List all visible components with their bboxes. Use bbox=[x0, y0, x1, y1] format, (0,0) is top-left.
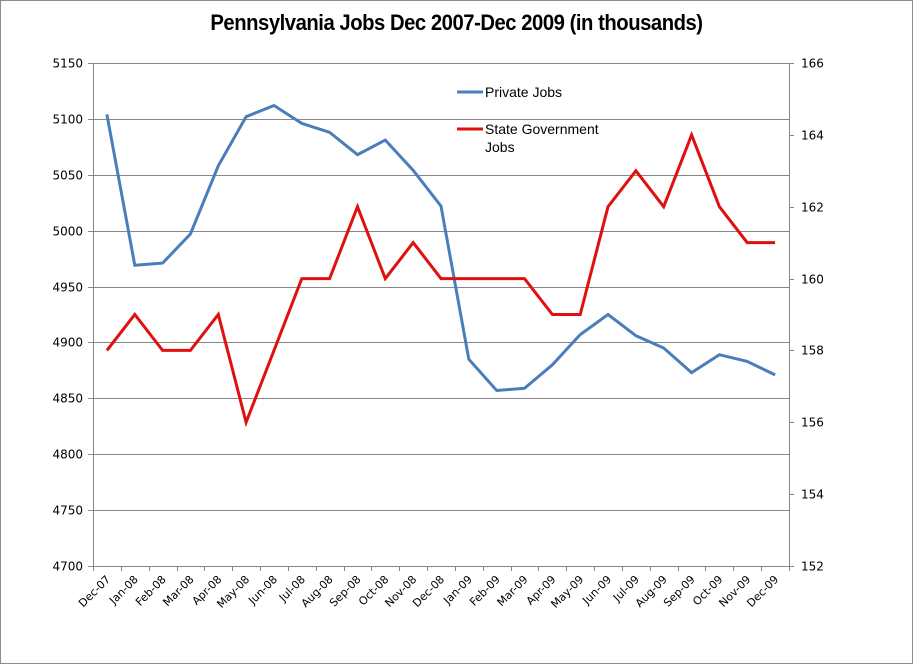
legend-label: Jobs bbox=[485, 139, 515, 155]
left-y-tick-label: 4800 bbox=[52, 448, 83, 462]
left-y-tick-label: 4750 bbox=[52, 504, 83, 518]
legend-label: Private Jobs bbox=[485, 84, 562, 100]
left-y-tick-label: 4850 bbox=[52, 392, 83, 406]
left-y-tick-label: 5100 bbox=[52, 113, 83, 127]
series-line bbox=[105, 130, 776, 428]
right-y-tick-label: 154 bbox=[801, 488, 824, 502]
x-tick-label: Dec-07 bbox=[76, 573, 113, 610]
x-tick-label: Sep-09 bbox=[661, 573, 698, 610]
x-axis-labels: Dec-07Jan-08Feb-08Mar-08Apr-08May-08Jun-… bbox=[76, 573, 781, 611]
left-y-tick-label: 4900 bbox=[52, 336, 83, 350]
left-y-tick-label: 4700 bbox=[52, 560, 83, 574]
x-tick-label: Sep-08 bbox=[327, 573, 364, 610]
right-y-tick-label: 152 bbox=[801, 560, 824, 574]
left-y-tick-label: 5150 bbox=[52, 57, 83, 71]
right-y-tick-label: 166 bbox=[801, 57, 824, 71]
x-tick-label: Dec-09 bbox=[744, 573, 781, 610]
legend-label: State Government bbox=[485, 121, 599, 137]
x-tick-label: Mar-09 bbox=[495, 573, 531, 609]
chart-title: Pennsylvania Jobs Dec 2007-Dec 2009 (in … bbox=[210, 10, 703, 35]
axes bbox=[88, 63, 794, 571]
x-tick-label: Mar-08 bbox=[160, 573, 196, 609]
x-tick-label: Jun-09 bbox=[579, 573, 614, 608]
right-y-tick-label: 156 bbox=[801, 416, 824, 430]
x-tick-label: Jun-08 bbox=[245, 573, 280, 608]
left-y-tick-label: 4950 bbox=[52, 281, 83, 295]
right-y-axis-labels: 152 154 156 158 160 162 164 166 bbox=[801, 57, 824, 574]
right-y-tick-label: 162 bbox=[801, 201, 824, 215]
x-tick-label: Dec-08 bbox=[410, 573, 447, 610]
right-y-tick-label: 158 bbox=[801, 344, 824, 358]
right-y-tick-label: 164 bbox=[801, 129, 824, 143]
legend: Private Jobs State Government Jobs bbox=[457, 84, 599, 155]
data-series bbox=[105, 103, 776, 428]
gridlines bbox=[93, 63, 789, 511]
right-y-tick-label: 160 bbox=[801, 273, 824, 287]
series-line bbox=[105, 103, 776, 393]
left-y-axis-labels: 4700 4750 4800 4850 4900 4950 5000 5050 5100 5150 bbox=[52, 57, 83, 574]
left-y-tick-label: 5000 bbox=[52, 225, 83, 239]
left-y-tick-label: 5050 bbox=[52, 169, 83, 183]
